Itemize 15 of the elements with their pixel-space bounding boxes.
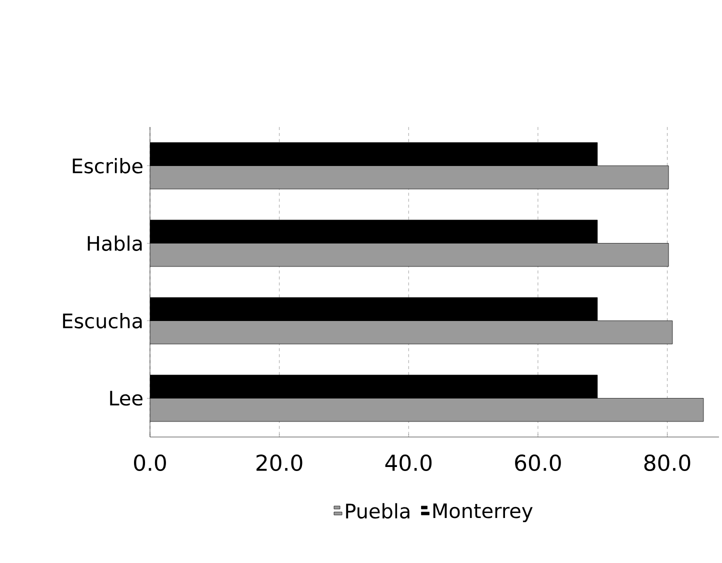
y-tick-label: Habla <box>88 236 142 251</box>
x-tick-label: 0.0 <box>134 454 166 472</box>
y-tick-label: Escucha <box>63 313 142 328</box>
x-tick-label: 80.0 <box>644 454 690 472</box>
bar <box>150 398 704 422</box>
bar <box>150 243 669 267</box>
y-tick-label: Lee <box>110 390 142 406</box>
x-tick-label: 20.0 <box>256 454 302 472</box>
bar <box>150 320 673 344</box>
x-tick-label: 40.0 <box>385 454 432 472</box>
bar <box>150 166 669 190</box>
x-tick-label: 60.0 <box>515 454 561 472</box>
legend-label: Puebla <box>346 503 410 519</box>
legend-label: Monterrey <box>433 504 533 522</box>
y-tick-label: Escribe <box>72 158 142 174</box>
